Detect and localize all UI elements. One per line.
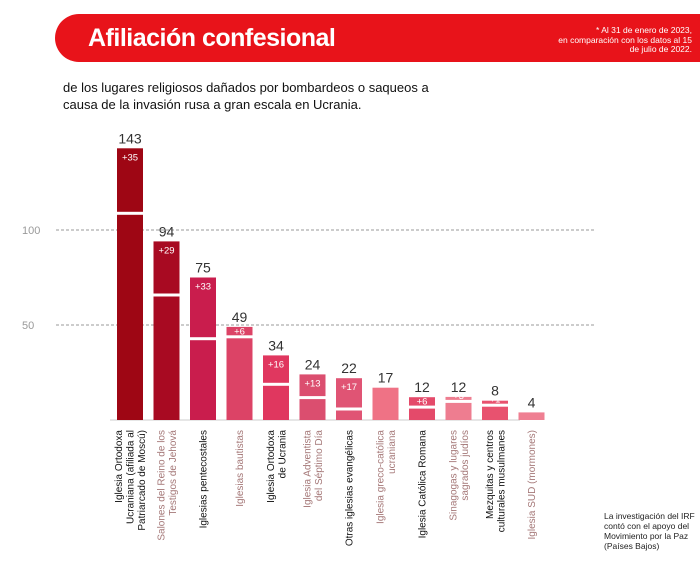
bar: [226, 338, 253, 420]
category-label-line: Iglesia Ortodoxa: [266, 430, 277, 503]
bar: [299, 399, 326, 420]
bar: [445, 402, 472, 420]
bar: [518, 412, 545, 420]
category-label-line: culturales musulmanes: [496, 430, 507, 532]
header-bar: Afiliación confesional * Al 31 de enero …: [55, 14, 700, 62]
total-label: 12: [414, 379, 430, 395]
category-label-line: de Ucrania: [277, 430, 288, 479]
total-label: 143: [118, 130, 142, 146]
category-label-line: Iglesia SUD (mormones): [527, 430, 538, 539]
bar: [372, 387, 399, 420]
category-label-line: Iglesias pentecostales: [199, 430, 210, 528]
y-tick-label: 50: [22, 320, 34, 332]
header-note-line-1: * Al 31 de enero de 2023,: [596, 25, 692, 35]
total-label: 17: [378, 370, 394, 386]
total-label: 24: [305, 356, 321, 372]
bar: [190, 340, 216, 420]
bar-increment: [117, 148, 143, 212]
y-tick-label: 100: [22, 225, 40, 237]
category-label-line: Iglesia Católica Romana: [418, 430, 429, 539]
increment-label: +13: [304, 378, 320, 389]
total-label: 94: [159, 223, 175, 239]
header-note: * Al 31 de enero de 2023, en comparación…: [512, 25, 692, 55]
bar-increment: [190, 277, 216, 338]
bar-increment: [409, 397, 435, 406]
total-label: 49: [232, 309, 248, 325]
category-label-line: ucraniana: [387, 430, 398, 474]
category-label-line: Sinagogas y lugares: [448, 430, 459, 521]
footer-note: La investigación del IRF contó con el ap…: [604, 511, 695, 551]
bar-increment: [445, 396, 472, 400]
category-label-line: Iglesia Adventista: [302, 430, 313, 508]
category-label: Iglesia Católica Romana: [418, 430, 429, 539]
category-label-line: Testigos de Jehová: [168, 430, 179, 516]
total-label: 75: [195, 260, 211, 276]
bar: [153, 296, 180, 420]
total-label: 34: [268, 337, 284, 353]
category-label-line: Otras iglesias evangélicas: [345, 430, 356, 546]
bar: [482, 406, 508, 420]
increment-label: +6: [234, 326, 245, 337]
increment-label: +17: [341, 382, 357, 393]
category-label: Iglesia Adventistadel Séptimo Día: [302, 430, 325, 508]
header-note-line-3: de julio de 2022.: [629, 44, 692, 54]
category-label: Iglesia OrtodoxaUcraniana (afiliada alPa…: [114, 430, 148, 531]
increment-label: +3: [453, 391, 464, 402]
total-label: 8: [491, 383, 499, 399]
category-label: Sinagogas y lugaressagrados judíos: [448, 430, 471, 521]
chart-subtitle: de los lugares religiosos dañados por bo…: [63, 80, 429, 112]
category-label: Salones del Reino de losTestigos de Jeho…: [156, 430, 179, 541]
category-label-line: del Séptimo Día: [314, 430, 325, 502]
bar-increment: [263, 355, 289, 383]
category-label: Otras iglesias evangélicas: [345, 430, 356, 546]
bar: [409, 408, 435, 420]
category-label-line: Salones del Reino de los: [156, 430, 167, 541]
bar-increment: [336, 378, 362, 408]
category-label-line: Iglesia Ortodoxa: [114, 430, 125, 503]
increment-label: +35: [122, 152, 138, 163]
increment-label: +29: [158, 245, 174, 256]
increment-label: +6: [417, 397, 428, 408]
total-label: 12: [451, 379, 467, 395]
total-label: 22: [341, 360, 357, 376]
category-label: Mezquitas y centrosculturales musulmanes: [485, 430, 508, 532]
category-label: Iglesia Ortodoxade Ucrania: [266, 430, 289, 503]
category-label-line: Mezquitas y centros: [485, 430, 496, 519]
category-label-line: Ucraniana (afiliada al: [126, 430, 137, 524]
category-label: Iglesias pentecostales: [199, 430, 210, 528]
increment-label: +1: [490, 395, 501, 406]
increment-label: +33: [195, 282, 211, 293]
total-label: 4: [528, 394, 536, 410]
page-title: Afiliación confesional: [88, 24, 336, 52]
bar-increment: [299, 374, 326, 397]
category-label: Iglesias bautistas: [235, 430, 246, 507]
bar: [117, 214, 143, 420]
bar: [263, 385, 289, 420]
header-note-line-2: en comparación con los datos al 15: [558, 34, 692, 45]
increment-label: +16: [268, 359, 284, 370]
category-label: Iglesia greco-católicaucraniana: [375, 430, 398, 524]
category-label-line: Iglesia greco-católica: [375, 430, 386, 524]
bar-increment: [226, 326, 253, 336]
category-label-line: Patriarcado de Moscú): [137, 430, 148, 531]
category-label: Iglesia SUD (mormones): [527, 430, 538, 539]
bar-increment: [153, 241, 180, 294]
bar: [336, 410, 362, 420]
category-label-line: sagrados judíos: [460, 430, 471, 501]
bar-increment: [482, 400, 508, 404]
category-label-line: Iglesias bautistas: [235, 430, 246, 507]
